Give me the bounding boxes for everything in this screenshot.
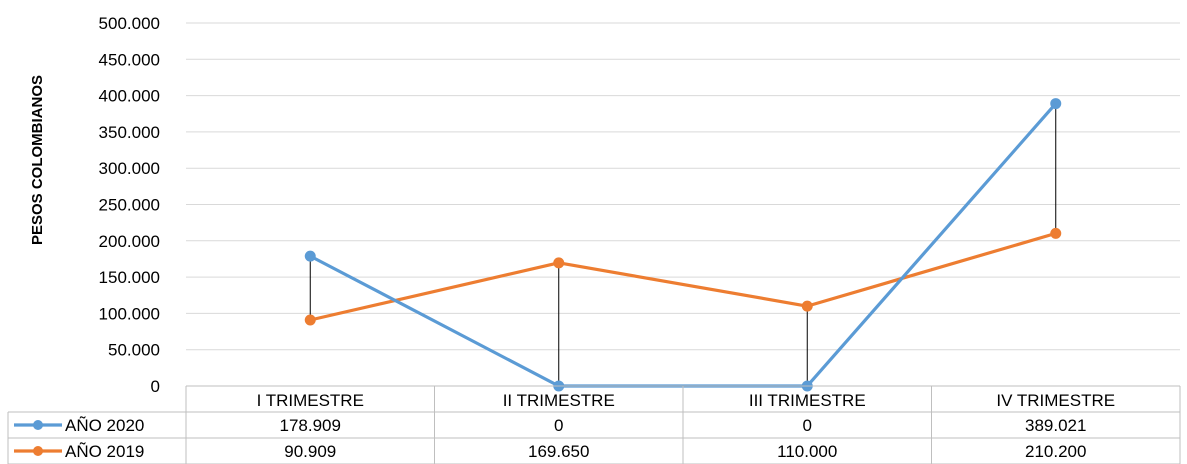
y-axis: 0 50.000 100.000 150.000 200.000 250.000 300.0… [99, 14, 160, 396]
data-label: 90.909 [284, 442, 336, 461]
series-line-ano-2020 [309, 102, 1057, 388]
x-tick-label: IV TRIMESTRE [996, 391, 1115, 410]
y-tick-label: 250.000 [99, 196, 160, 215]
x-tick-label: III TRIMESTRE [749, 391, 866, 410]
series-lines [304, 98, 1062, 392]
data-point [304, 250, 316, 262]
y-tick-label: 400.000 [99, 87, 160, 106]
high-low-lines [309, 103, 1057, 386]
data-point [1050, 227, 1062, 239]
x-tick-label: I TRIMESTRE [257, 391, 364, 410]
gridlines [186, 22, 1180, 351]
data-label: 110.000 [777, 442, 837, 461]
y-tick-label: 50.000 [108, 341, 160, 360]
y-tick-label: 150.000 [99, 268, 160, 287]
y-tick-label: 100.000 [99, 304, 160, 323]
data-label: 0 [803, 416, 812, 435]
data-label: 169.650 [528, 442, 589, 461]
y-tick-label: 350.000 [99, 123, 160, 142]
data-label: 389.021 [1025, 416, 1086, 435]
data-point [1050, 98, 1062, 110]
data-label: 210.200 [1025, 442, 1086, 461]
series-line-ano-2019 [309, 231, 1057, 322]
y-tick-label: 450.000 [99, 50, 160, 69]
data-label: 0 [554, 416, 563, 435]
x-tick-label: II TRIMESTRE [503, 391, 615, 410]
legend-label: AÑO 2019 [65, 442, 144, 461]
legend-marker [33, 420, 43, 430]
legend-marker [33, 446, 43, 456]
data-point [801, 300, 813, 312]
y-tick-label: 500.000 [99, 14, 160, 33]
data-point [553, 257, 565, 269]
data-label: 178.909 [280, 416, 341, 435]
data-point [304, 314, 316, 326]
y-tick-label: 0 [151, 377, 160, 396]
legend-label: AÑO 2020 [65, 416, 144, 435]
data-table: I TRIMESTRE II TRIMESTRE III TRIMESTRE IV T… [7, 385, 1181, 464]
y-tick-label: 300.000 [99, 159, 160, 178]
y-tick-label: 200.000 [99, 232, 160, 251]
y-axis-title: PESOS COLOMBIANOS [29, 75, 46, 245]
